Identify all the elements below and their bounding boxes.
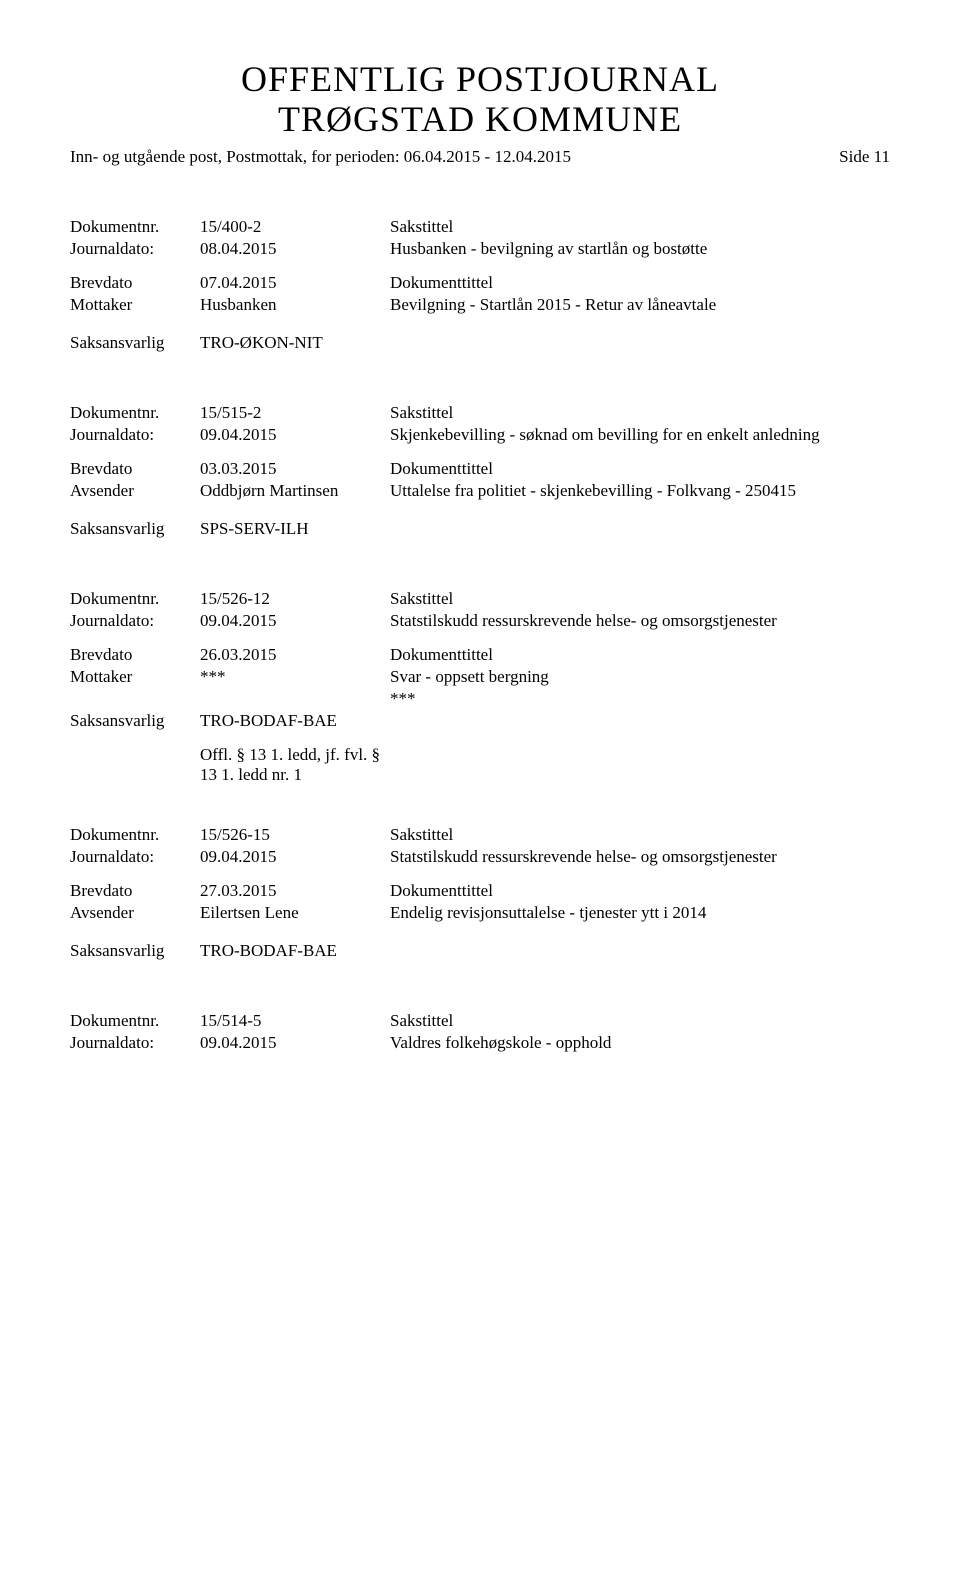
- journaldato-value: 08.04.2015: [200, 239, 390, 259]
- dokumentnr-label: Dokumentnr.: [70, 589, 200, 609]
- party-label: Avsender: [70, 903, 200, 923]
- journaldato-value: 09.04.2015: [200, 1033, 390, 1053]
- dokumenttittel-label: Dokumenttittel: [390, 273, 890, 293]
- saksansvarlig-label: Saksansvarlig: [70, 519, 200, 539]
- sakstittel-label: Sakstittel: [390, 1011, 890, 1031]
- dokumentnr-label: Dokumentnr.: [70, 1011, 200, 1031]
- saksansvarlig-value: TRO-ØKON-NIT: [200, 333, 390, 353]
- journal-entry: Dokumentnr. 15/514-5 Sakstittel Journald…: [70, 1011, 890, 1053]
- brevdato-value: 27.03.2015: [200, 881, 390, 901]
- journaldato-label: Journaldato:: [70, 847, 200, 867]
- dokumentnr-value: 15/526-15: [200, 825, 390, 845]
- dokumentnr-label: Dokumentnr.: [70, 403, 200, 423]
- party-value: ***: [200, 667, 390, 687]
- saksansvarlig-value: TRO-BODAF-BAE: [200, 711, 390, 731]
- dokumenttittel-label: Dokumenttittel: [390, 645, 890, 665]
- sakstittel-value: Statstilskudd ressurskrevende helse- og …: [390, 847, 890, 867]
- saksansvarlig-label: Saksansvarlig: [70, 941, 200, 961]
- title-line-1: OFFENTLIG POSTJOURNAL: [241, 59, 719, 99]
- dokumenttittel-value: Svar - oppsett bergning: [390, 667, 890, 687]
- party-label: Avsender: [70, 481, 200, 501]
- party-value: Oddbjørn Martinsen: [200, 481, 390, 501]
- brevdato-label: Brevdato: [70, 459, 200, 479]
- brevdato-label: Brevdato: [70, 645, 200, 665]
- dokumentnr-label: Dokumentnr.: [70, 825, 200, 845]
- sakstittel-label: Sakstittel: [390, 589, 890, 609]
- journal-entry: Dokumentnr. 15/526-15 Sakstittel Journal…: [70, 825, 890, 961]
- sakstittel-label: Sakstittel: [390, 825, 890, 845]
- dokumenttittel-value: Uttalelse fra politiet - skjenkebevillin…: [390, 481, 890, 501]
- subtitle: Inn- og utgående post, Postmottak, for p…: [70, 147, 571, 167]
- sakstittel-label: Sakstittel: [390, 403, 890, 423]
- party-label: Mottaker: [70, 295, 200, 315]
- sakstittel-value: Skjenkebevilling - søknad om bevilling f…: [390, 425, 890, 445]
- page-number: Side 11: [839, 147, 890, 167]
- brevdato-label: Brevdato: [70, 273, 200, 293]
- sakstittel-label: Sakstittel: [390, 217, 890, 237]
- journaldato-value: 09.04.2015: [200, 611, 390, 631]
- dokumentnr-value: 15/515-2: [200, 403, 390, 423]
- saksansvarlig-label: Saksansvarlig: [70, 711, 200, 731]
- brevdato-value: 03.03.2015: [200, 459, 390, 479]
- journal-entry: Dokumentnr. 15/400-2 Sakstittel Journald…: [70, 217, 890, 353]
- party-value: Eilertsen Lene: [200, 903, 390, 923]
- dokumentnr-label: Dokumentnr.: [70, 217, 200, 237]
- sakstittel-value: Husbanken - bevilgning av startlån og bo…: [390, 239, 890, 259]
- sakstittel-value: Statstilskudd ressurskrevende helse- og …: [390, 611, 890, 631]
- saksansvarlig-label: Saksansvarlig: [70, 333, 200, 353]
- brevdato-value: 26.03.2015: [200, 645, 390, 665]
- journal-entry: Dokumentnr. 15/515-2 Sakstittel Journald…: [70, 403, 890, 539]
- saksansvarlig-value: TRO-BODAF-BAE: [200, 941, 390, 961]
- dokumenttittel-label: Dokumenttittel: [390, 459, 890, 479]
- party-value: Husbanken: [200, 295, 390, 315]
- party-label: Mottaker: [70, 667, 200, 687]
- journaldato-value: 09.04.2015: [200, 425, 390, 445]
- saksansvarlig-value: SPS-SERV-ILH: [200, 519, 390, 539]
- dokumenttittel-label: Dokumenttittel: [390, 881, 890, 901]
- header-row: Inn- og utgående post, Postmottak, for p…: [70, 147, 890, 167]
- dokumentnr-value: 15/526-12: [200, 589, 390, 609]
- dokumentnr-value: 15/514-5: [200, 1011, 390, 1031]
- dokumentnr-value: 15/400-2: [200, 217, 390, 237]
- brevdato-label: Brevdato: [70, 881, 200, 901]
- journaldato-label: Journaldato:: [70, 239, 200, 259]
- journaldato-label: Journaldato:: [70, 425, 200, 445]
- journaldato-label: Journaldato:: [70, 1033, 200, 1053]
- journaldato-value: 09.04.2015: [200, 847, 390, 867]
- dokumenttittel-extra: ***: [390, 689, 890, 709]
- page-title: OFFENTLIG POSTJOURNAL TRØGSTAD KOMMUNE: [70, 60, 890, 139]
- journal-entry: Dokumentnr. 15/526-12 Sakstittel Journal…: [70, 589, 890, 785]
- dokumenttittel-value: Endelig revisjonsuttalelse - tjenester y…: [390, 903, 890, 923]
- brevdato-value: 07.04.2015: [200, 273, 390, 293]
- title-line-2: TRØGSTAD KOMMUNE: [278, 99, 682, 139]
- offl-text: Offl. § 13 1. ledd, jf. fvl. § 13 1. led…: [200, 745, 400, 785]
- dokumenttittel-value: Bevilgning - Startlån 2015 - Retur av lå…: [390, 295, 890, 315]
- sakstittel-value: Valdres folkehøgskole - opphold: [390, 1033, 890, 1053]
- journaldato-label: Journaldato:: [70, 611, 200, 631]
